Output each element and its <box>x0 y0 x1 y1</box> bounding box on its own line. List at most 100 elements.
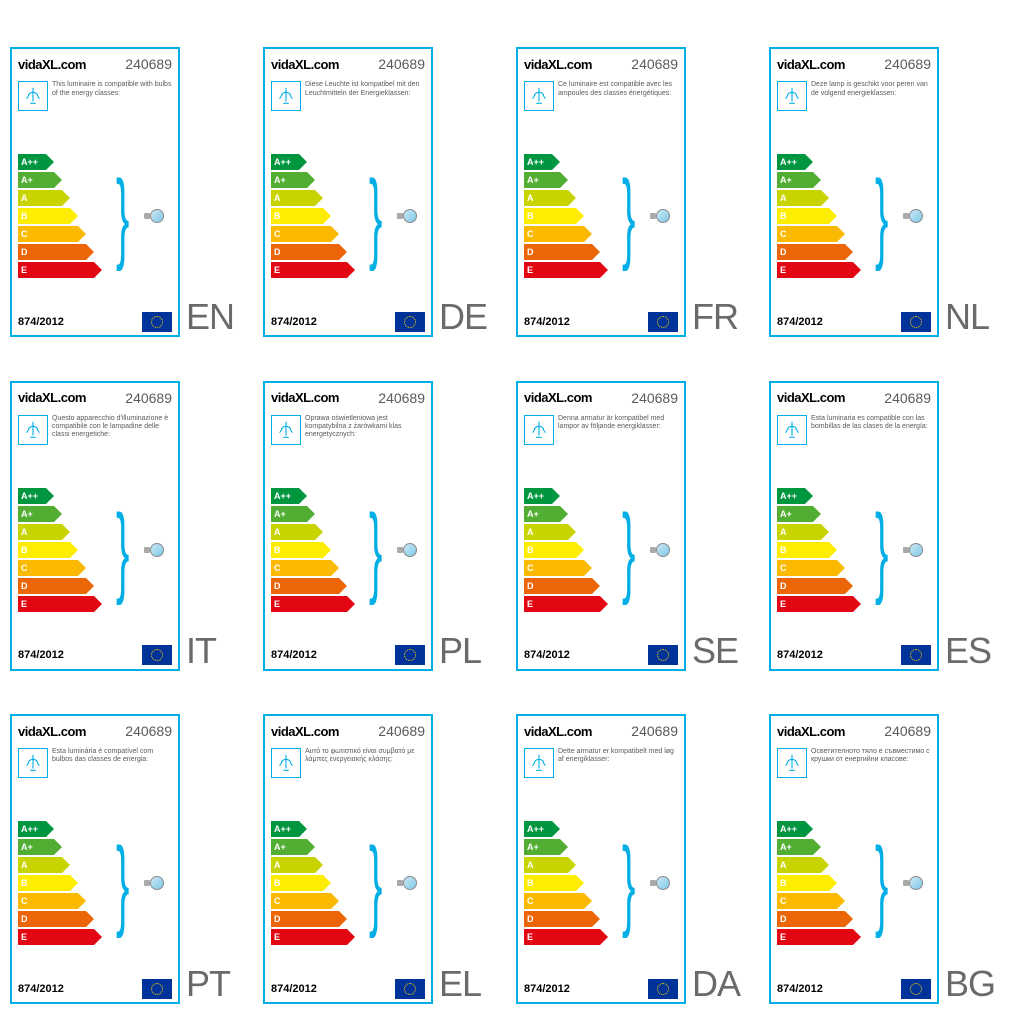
label-cell-bg: vidaXL.com240689 Осветителното тяло е съв… <box>769 687 1014 1004</box>
energy-arrow-label: B <box>527 211 534 221</box>
language-code: EN <box>186 299 234 337</box>
energy-arrow-Aplus: A+ <box>18 172 54 188</box>
bracket-icon: } <box>369 510 382 590</box>
bracket-icon: } <box>116 510 129 590</box>
energy-arrow-label: A++ <box>274 824 291 834</box>
energy-arrow-A: A <box>271 190 315 206</box>
energy-arrow-A: A <box>524 190 568 206</box>
language-code: SE <box>692 633 738 671</box>
description-text: Denna armatur är kompatibel med lampor a… <box>558 415 678 432</box>
energy-arrow-Aplusplus: A++ <box>18 154 46 170</box>
energy-arrow-label: E <box>780 265 786 275</box>
eu-flag-icon <box>901 312 931 332</box>
description-row: Αυτό το φωτιστικό είναι συμβατό με λάμπε… <box>265 744 431 792</box>
energy-arrow-label: A++ <box>780 157 797 167</box>
energy-arrow-Aplusplus: A++ <box>18 821 46 837</box>
energy-label-card: vidaXL.com240689Ce luminaire est compati… <box>516 47 686 337</box>
energy-arrow-label: A+ <box>780 175 792 185</box>
eu-flag-icon <box>648 979 678 999</box>
energy-arrow-C: C <box>777 893 837 909</box>
energy-arrow-label: E <box>780 599 786 609</box>
bulb-icon <box>144 876 164 890</box>
description-text: Dette armatur er kompatibelt med løg af … <box>558 748 678 765</box>
energy-arrow-A: A <box>271 857 315 873</box>
energy-class-area: A++A+ABCDE} <box>265 792 431 974</box>
bracket-icon: } <box>116 843 129 923</box>
energy-arrow-label: E <box>527 265 533 275</box>
eu-flag-icon <box>648 645 678 665</box>
energy-arrow-Aplus: A+ <box>524 839 560 855</box>
bracket-icon: } <box>875 176 888 256</box>
energy-arrow-D: D <box>18 911 86 927</box>
label-header: vidaXL.com240689 <box>12 49 178 77</box>
energy-arrow-label: C <box>21 563 28 573</box>
luminaire-icon <box>18 748 48 778</box>
energy-arrow-label: B <box>527 545 534 555</box>
energy-label-card: vidaXL.com240689Oprawa oświetleniowa jes… <box>263 381 433 671</box>
eu-flag-icon <box>395 312 425 332</box>
brand-text: vidaXL.com <box>524 57 592 72</box>
brand-text: vidaXL.com <box>777 57 845 72</box>
energy-arrow-label: A <box>274 527 281 537</box>
label-footer: 874/2012 <box>265 307 431 335</box>
bulb-icon <box>397 876 417 890</box>
label-cell-se: vidaXL.com240689Denna armatur är kompati… <box>516 353 761 670</box>
energy-arrow-label: A++ <box>21 824 38 834</box>
label-cell-pl: vidaXL.com240689Oprawa oświetleniowa jes… <box>263 353 508 670</box>
energy-arrows: A++A+ABCDE <box>271 821 347 945</box>
energy-arrows: A++A+ABCDE <box>524 821 600 945</box>
energy-arrow-label: D <box>780 581 787 591</box>
regulation-number: 874/2012 <box>777 316 823 328</box>
description-text: Deze lamp is geschikt voor peren van de … <box>811 81 931 98</box>
product-id: 240689 <box>884 56 931 72</box>
bracket-area: } <box>98 176 172 256</box>
energy-arrow-D: D <box>777 244 845 260</box>
description-text: Осветителното тяло е съвместимо с крушки… <box>811 748 931 765</box>
label-cell-it: vidaXL.com240689Questo apparecchio d'ill… <box>10 353 255 670</box>
energy-arrow-Aplusplus: A++ <box>777 821 805 837</box>
label-cell-el: vidaXL.com240689Αυτό το φωτιστικό είναι … <box>263 687 508 1004</box>
energy-arrow-label: A+ <box>21 509 33 519</box>
energy-arrow-label: B <box>21 211 28 221</box>
energy-arrow-A: A <box>18 857 62 873</box>
label-footer: 874/2012 <box>12 307 178 335</box>
description-row: Denna armatur är kompatibel med lampor a… <box>518 411 684 459</box>
energy-arrows: A++A+ABCDE <box>777 821 853 945</box>
language-code: BG <box>945 966 995 1004</box>
label-header: vidaXL.com 240689 <box>771 49 937 77</box>
energy-arrow-E: E <box>18 929 94 945</box>
energy-arrow-label: E <box>780 932 786 942</box>
label-footer: 874/2012 <box>771 974 937 1002</box>
description-text: Αυτό το φωτιστικό είναι συμβατό με λάμπε… <box>305 748 425 765</box>
bracket-area: } <box>857 510 931 590</box>
label-cell-es: vidaXL.com240689Esta luminaria es compat… <box>769 353 1014 670</box>
energy-arrow-B: B <box>18 208 70 224</box>
energy-arrow-E: E <box>777 929 853 945</box>
energy-arrow-label: A++ <box>527 824 544 834</box>
description-row: Questo apparecchio d'illuminazione è com… <box>12 411 178 459</box>
bulb-icon <box>397 209 417 223</box>
energy-arrow-Aplusplus: A++ <box>524 821 552 837</box>
energy-arrow-B: B <box>271 208 323 224</box>
regulation-number: 874/2012 <box>777 649 823 661</box>
energy-arrow-E: E <box>271 929 347 945</box>
energy-arrow-label: A++ <box>527 157 544 167</box>
bulb-icon <box>144 209 164 223</box>
energy-class-area: A++A+ABCDE} <box>771 459 937 641</box>
energy-arrow-B: B <box>777 875 829 891</box>
energy-arrow-E: E <box>524 929 600 945</box>
energy-arrow-label: D <box>274 581 281 591</box>
energy-arrow-label: B <box>274 211 281 221</box>
energy-label-card: vidaXL.com240689Denna armatur är kompati… <box>516 381 686 671</box>
energy-arrow-label: B <box>780 211 787 221</box>
energy-arrow-label: A <box>527 193 534 203</box>
regulation-number: 874/2012 <box>18 983 64 995</box>
energy-arrow-label: D <box>274 247 281 257</box>
label-header: vidaXL.com240689 <box>771 716 937 744</box>
energy-arrow-label: B <box>274 545 281 555</box>
brand-text: vidaXL.com <box>777 390 845 405</box>
energy-arrow-B: B <box>271 875 323 891</box>
brand-text: vidaXL.com <box>271 724 339 739</box>
energy-arrow-Aplusplus: A++ <box>777 488 805 504</box>
energy-class-area: A++A+ABCDE} <box>771 792 937 974</box>
